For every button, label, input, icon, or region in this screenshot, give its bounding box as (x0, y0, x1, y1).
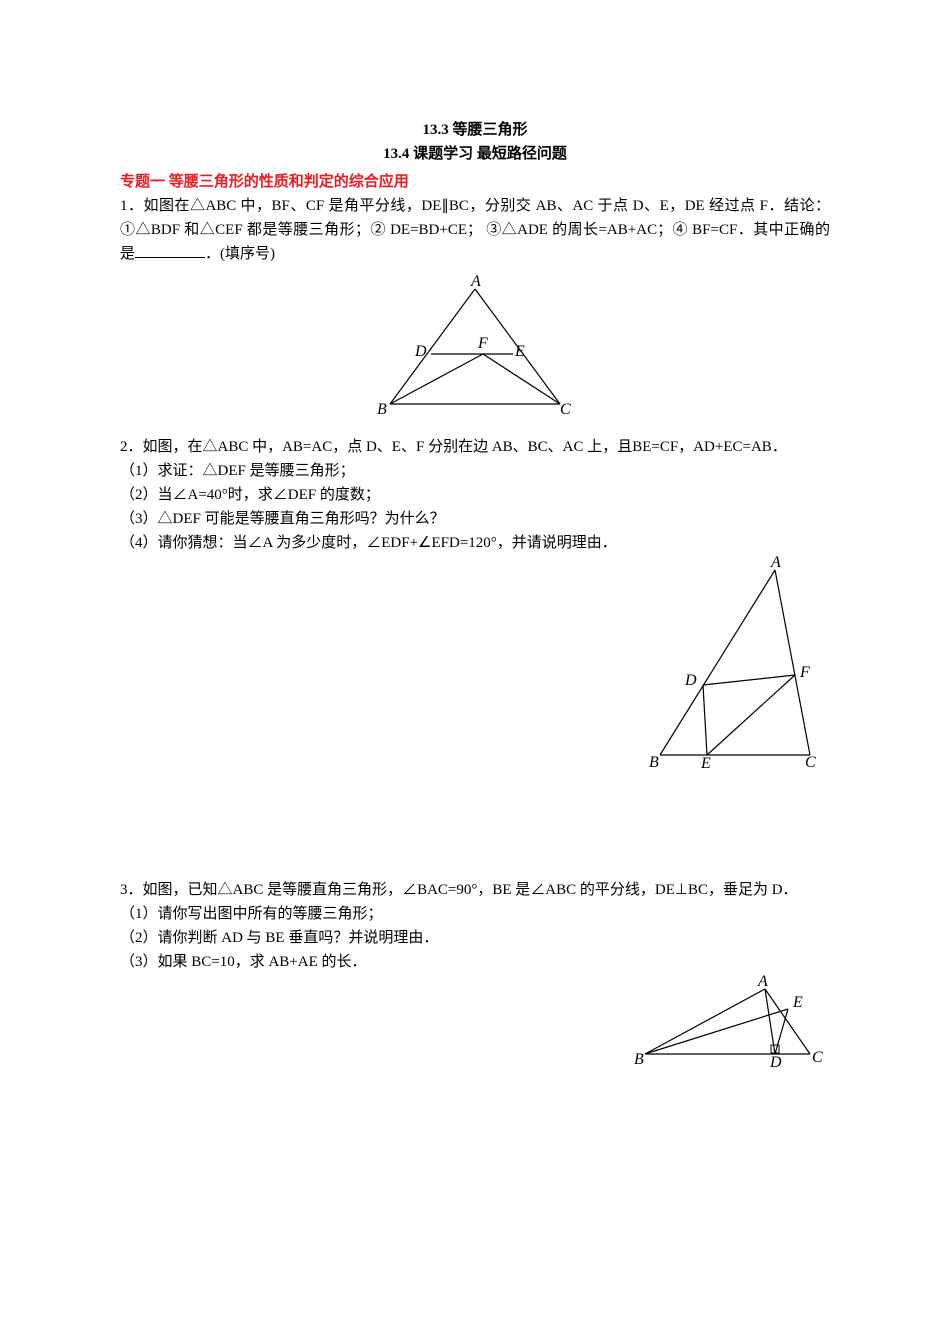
svg-text:B: B (634, 1051, 644, 1068)
svg-text:B: B (377, 401, 387, 418)
svg-text:E: E (792, 994, 803, 1011)
svg-text:E: E (700, 755, 711, 770)
answer-blank (135, 244, 205, 258)
svg-text:F: F (477, 335, 488, 352)
problem-2-part-2: （2）当∠A=40°时，求∠DEF 的度数； (120, 483, 830, 507)
problem-2-part-3: （3）△DEF 可能是等腰直角三角形吗？为什么？ (120, 507, 830, 531)
subtitle: 13.4 课题学习 最短路径问题 (120, 142, 830, 166)
triangle-diagram-2: A B C D E F (645, 555, 830, 770)
problem-3-part-1: （1）请你写出图中所有的等腰三角形； (120, 902, 830, 926)
triangle-diagram-1: A B C D E F (365, 274, 585, 419)
triangle-diagram-3: A B C D E (630, 974, 830, 1074)
svg-text:C: C (560, 401, 571, 418)
title: 13.3 等腰三角形 (120, 118, 830, 142)
svg-text:A: A (757, 974, 768, 990)
problem-1-diagram: A B C D E F (120, 274, 830, 427)
problem-2-part-1: （1）求证：△DEF 是等腰三角形； (120, 459, 830, 483)
svg-text:A: A (470, 274, 481, 290)
svg-text:D: D (769, 1054, 782, 1071)
problem-2-diagram: A B C D E F (645, 555, 830, 778)
problem-2-intro: 2．如图，在△ABC 中，AB=AC，点 D、E、F 分别在边 AB、BC、AC… (120, 435, 830, 459)
svg-text:C: C (812, 1049, 823, 1066)
problem-1-after: ．(填序号) (205, 246, 275, 262)
problem-2-part-4: （4）请你猜想：当∠A 为多少度时，∠EDF+∠EFD=120°，并请说明理由． (120, 531, 830, 555)
problem-3-diagram: A B C D E (630, 974, 830, 1082)
problem-3-part-3: （3）如果 BC=10，求 AB+AE 的长． (120, 950, 830, 974)
svg-text:D: D (684, 672, 697, 689)
svg-text:C: C (805, 754, 816, 770)
svg-text:D: D (414, 343, 427, 360)
svg-text:E: E (514, 343, 525, 360)
problem-3-part-2: （2）请你判断 AD 与 BE 垂直吗？并说明理由． (120, 926, 830, 950)
section-header: 专题一 等腰三角形的性质和判定的综合应用 (120, 170, 830, 194)
svg-text:A: A (770, 555, 781, 571)
spacing (120, 778, 830, 878)
problem-1-text: 1．如图在△ABC 中，BF、CF 是角平分线，DE∥BC，分别交 AB、AC … (120, 194, 830, 266)
problem-3-intro: 3．如图，已知△ABC 是等腰直角三角形，∠BAC=90°，BE 是∠ABC 的… (120, 878, 830, 902)
svg-text:F: F (799, 664, 810, 681)
svg-text:B: B (649, 754, 659, 770)
